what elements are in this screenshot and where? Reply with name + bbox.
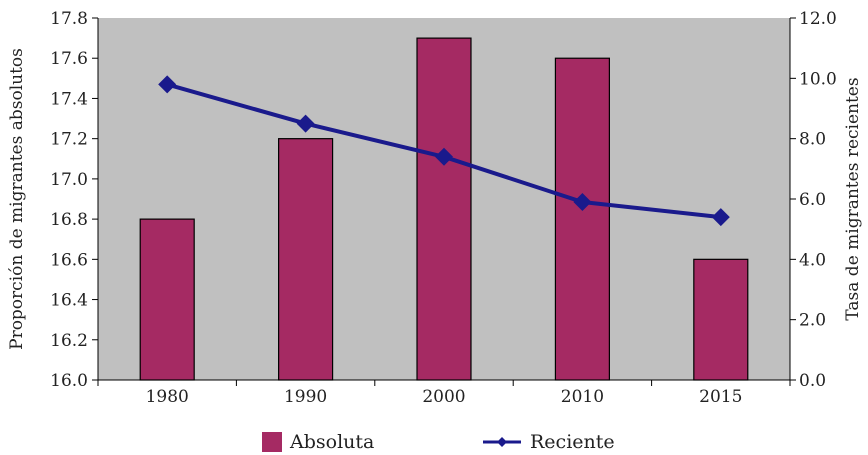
x-tick-label-2010: 2010	[561, 387, 604, 407]
x-tick-label-1990: 1990	[284, 387, 327, 407]
left-tick-label: 17.0	[50, 170, 88, 190]
right-axis-title: Tasa de migrantes recientes	[843, 77, 863, 320]
right-tick-label: 12.0	[799, 9, 837, 29]
left-tick-label: 17.6	[50, 49, 88, 69]
bar-2000	[416, 37, 472, 381]
left-axis-ticks: 16.0 16.2 16.4 16.6 16.8 17.0 17.2 17.4 17.6 17.8	[50, 9, 98, 391]
left-tick-label: 16.2	[50, 331, 88, 351]
bar-1980	[139, 218, 195, 381]
bar-1990	[278, 138, 334, 381]
right-tick-label: 6.0	[799, 190, 826, 210]
left-tick-label: 17.8	[50, 9, 88, 29]
bar-2015	[693, 258, 749, 381]
point-reciente-1980	[158, 75, 177, 94]
left-tick-label: 16.6	[50, 250, 88, 270]
bars-group	[139, 37, 749, 381]
left-axis-title: Proporción de migrantes absolutos	[7, 48, 27, 350]
point-reciente-2015	[711, 208, 730, 227]
right-tick-label: 10.0	[799, 69, 837, 89]
point-reciente-1990	[296, 114, 315, 133]
legend-label-absoluta: Absoluta	[289, 431, 374, 453]
left-tick-label: 17.2	[50, 130, 88, 150]
point-reciente-2000	[435, 147, 453, 166]
x-tick-label-1980: 1980	[146, 387, 189, 407]
left-tick-label: 16.8	[50, 210, 88, 230]
legend: Absoluta Reciente	[262, 431, 615, 453]
x-tick-label-2000: 2000	[422, 387, 465, 407]
right-tick-label: 0.0	[799, 371, 826, 391]
legend-swatch-reciente-marker	[497, 437, 507, 447]
bar-2010	[554, 57, 610, 381]
legend-label-reciente: Reciente	[530, 431, 615, 453]
left-tick-label: 17.4	[50, 89, 88, 109]
x-axis-ticks: 1980 1990 2000 2010 2015	[97, 380, 791, 407]
left-tick-label: 16.0	[50, 371, 88, 391]
x-tick-label-2015: 2015	[699, 387, 742, 407]
left-tick-label: 16.4	[50, 291, 88, 311]
right-tick-label: 4.0	[799, 250, 826, 270]
line-series-group	[158, 75, 730, 227]
legend-swatch-absoluta	[262, 432, 282, 452]
point-reciente-2010	[573, 193, 592, 212]
right-tick-label: 8.0	[799, 130, 826, 150]
right-axis-ticks: 0.0 2.0 4.0 6.0 8.0 10.0 12.0	[790, 9, 837, 391]
right-tick-label: 2.0	[799, 311, 826, 331]
